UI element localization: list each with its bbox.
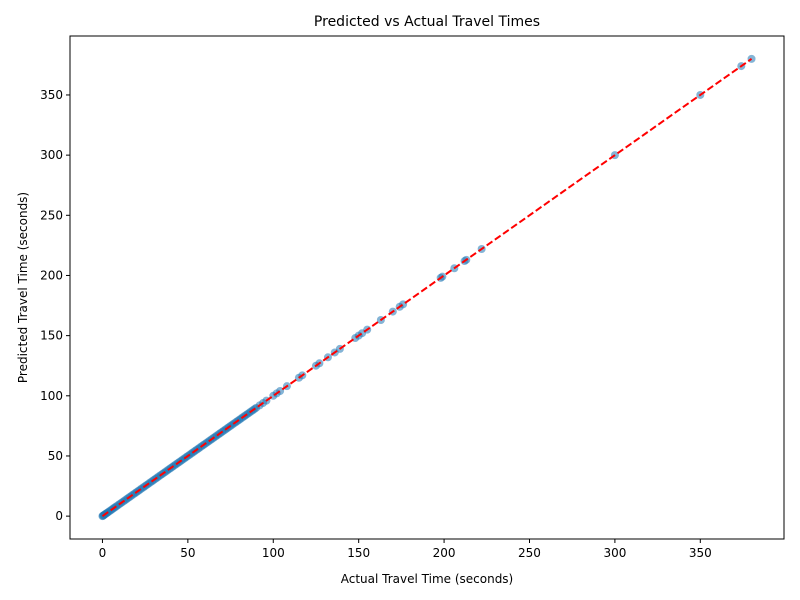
- plot-area-frame: [69, 35, 785, 540]
- x-tick-label: 200: [433, 546, 456, 560]
- y-axis-label: Predicted Travel Time (seconds): [16, 192, 30, 383]
- x-tick-label: 150: [347, 546, 370, 560]
- x-axis-ticks: 0 50 100 150 200 250 300 350: [99, 539, 712, 560]
- x-axis-label: Actual Travel Time (seconds): [341, 572, 514, 586]
- y-tick-label: 0: [55, 509, 63, 523]
- y-tick-label: 200: [40, 268, 63, 282]
- y-tick-label: 150: [40, 329, 63, 343]
- chart-title: Predicted vs Actual Travel Times: [314, 14, 540, 30]
- x-tick-label: 350: [689, 546, 712, 560]
- y-axis-ticks: 0 50 100 150 200 250 300 350: [40, 88, 70, 523]
- y-tick-label: 300: [40, 148, 63, 162]
- reference-line: [101, 58, 753, 517]
- y-tick-label: 100: [40, 389, 63, 403]
- x-tick-label: 250: [518, 546, 541, 560]
- y-tick-label: 50: [48, 449, 63, 463]
- y-tick-label: 250: [40, 208, 63, 222]
- x-tick-label: 0: [99, 546, 107, 560]
- x-tick-label: 300: [603, 546, 626, 560]
- y-tick-label: 350: [40, 88, 63, 102]
- x-tick-label: 50: [180, 546, 195, 560]
- x-tick-label: 100: [262, 546, 285, 560]
- reference-line-layer: [101, 58, 753, 517]
